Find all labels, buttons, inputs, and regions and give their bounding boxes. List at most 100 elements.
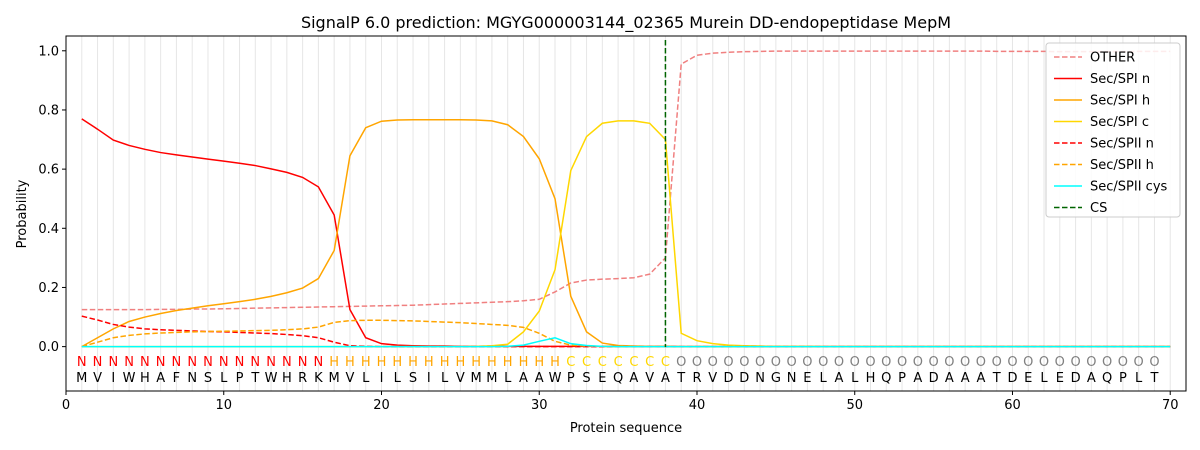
region-label: O (1118, 355, 1128, 370)
sequence-residue: A (519, 371, 528, 386)
sequence-residue: E (803, 371, 811, 386)
region-label: O (723, 355, 733, 370)
sequence-residue: L (851, 371, 859, 386)
region-label: H (440, 355, 450, 370)
sequence-residue: L (820, 371, 828, 386)
sequence-residue: Q (1102, 371, 1112, 386)
region-label: O (692, 355, 702, 370)
sequence-residue: W (549, 371, 562, 386)
region-label: O (1134, 355, 1144, 370)
region-label: N (140, 355, 150, 370)
sequence-residue: M (471, 371, 482, 386)
sequence-residue: E (598, 371, 606, 386)
sequence-residue: S (204, 371, 212, 386)
sequence-residue: V (708, 371, 717, 386)
region-label: O (1055, 355, 1065, 370)
y-tick-label: 0.0 (38, 340, 59, 355)
region-label: H (408, 355, 418, 370)
x-tick-label: 0 (62, 398, 70, 413)
region-label: O (928, 355, 938, 370)
series-line-sec-spi-c (81, 120, 1171, 348)
plot-lines (81, 50, 1171, 348)
region-label: C (645, 355, 654, 370)
region-label: O (802, 355, 812, 370)
sequence-residue: A (156, 371, 165, 386)
region-label: C (582, 355, 591, 370)
sequence-residue: A (835, 371, 844, 386)
region-label: O (897, 355, 907, 370)
region-label: H (392, 355, 402, 370)
sequence-residue: A (961, 371, 970, 386)
sequence-residue: Q (881, 371, 891, 386)
region-label: C (614, 355, 623, 370)
region-label: N (298, 355, 308, 370)
sequence-residue: D (739, 371, 749, 386)
legend-label: Sec/SPI h (1090, 94, 1150, 109)
y-tick-label: 1.0 (38, 44, 59, 59)
legend-label: OTHER (1090, 51, 1135, 66)
region-label: O (1023, 355, 1033, 370)
x-tick-label: 40 (689, 398, 706, 413)
region-label: H (550, 355, 560, 370)
sequence-residue: M (76, 371, 87, 386)
region-label: N (219, 355, 229, 370)
sequence-residue: K (314, 371, 323, 386)
x-tick-label: 20 (373, 398, 390, 413)
sequence-residue: H (140, 371, 150, 386)
sequence-residue: R (692, 371, 701, 386)
y-tick-label: 0.2 (38, 281, 59, 296)
region-label: N (266, 355, 276, 370)
sequence-residue: L (220, 371, 228, 386)
region-label: O (1102, 355, 1112, 370)
legend-label: Sec/SPII n (1090, 137, 1154, 152)
x-tick-label: 70 (1162, 398, 1179, 413)
sequence-residue: A (976, 371, 985, 386)
region-label: N (235, 355, 245, 370)
y-axis-ticks: 0.0 0.2 0.4 0.6 0.8 1.0 (38, 44, 66, 355)
legend-label: CS (1090, 201, 1107, 216)
region-label: N (187, 355, 197, 370)
region-label: O (865, 355, 875, 370)
sequence-residue: W (265, 371, 278, 386)
region-label: O (1039, 355, 1049, 370)
region-label: O (881, 355, 891, 370)
sequence-residue: M (486, 371, 497, 386)
x-axis-label: Protein sequence (570, 421, 682, 436)
x-axis-ticks: 0 10 20 30 40 50 60 70 (62, 391, 1179, 413)
region-label: O (818, 355, 828, 370)
sequence-residue: T (250, 371, 259, 386)
region-label: O (944, 355, 954, 370)
region-label: N (156, 355, 166, 370)
region-label: O (834, 355, 844, 370)
sequence-residue: E (1056, 371, 1064, 386)
sequence-residue: A (535, 371, 544, 386)
sequence-residue: D (929, 371, 939, 386)
region-label: H (519, 355, 529, 370)
region-label: N (250, 355, 260, 370)
sequence-residue: E (1024, 371, 1032, 386)
region-label: O (755, 355, 765, 370)
region-label: C (566, 355, 575, 370)
sequence-residue: S (409, 371, 417, 386)
region-label: N (108, 355, 118, 370)
region-label: H (503, 355, 513, 370)
region-label: N (314, 355, 324, 370)
chart-title: SignalP 6.0 prediction: MGYG000003144_02… (301, 13, 951, 33)
sequence-residue: R (298, 371, 307, 386)
region-label: O (771, 355, 781, 370)
sequence-residue: S (582, 371, 590, 386)
sequence-residue: G (771, 371, 781, 386)
sequence-residue: H (282, 371, 292, 386)
plot-frame (65, 35, 1187, 392)
region-label: N (124, 355, 134, 370)
sequence-residue: W (123, 371, 136, 386)
x-tick-label: 60 (1004, 398, 1021, 413)
region-label: O (1149, 355, 1159, 370)
sequence-residue: T (676, 371, 685, 386)
sequence-residue: V (645, 371, 654, 386)
region-label: H (487, 355, 497, 370)
region-label: O (913, 355, 923, 370)
sequence-residue: H (866, 371, 876, 386)
